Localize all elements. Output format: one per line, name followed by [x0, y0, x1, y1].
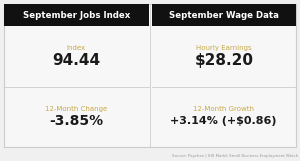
Text: 12-Month Growth: 12-Month Growth [193, 106, 254, 112]
Text: $28.20: $28.20 [194, 53, 253, 68]
FancyBboxPatch shape [4, 4, 148, 26]
Text: +3.14% (+$0.86): +3.14% (+$0.86) [170, 116, 277, 126]
Text: Source: Paychex | IHS Markit Small Business Employment Watch: Source: Paychex | IHS Markit Small Busin… [172, 154, 298, 158]
Text: Index: Index [67, 45, 86, 51]
Text: 12-Month Change: 12-Month Change [45, 106, 107, 112]
Text: Hourly Earnings: Hourly Earnings [196, 45, 252, 51]
Text: -3.85%: -3.85% [49, 114, 103, 128]
Text: 94.44: 94.44 [52, 53, 100, 68]
Text: September Wage Data: September Wage Data [169, 10, 279, 19]
Text: September Jobs Index: September Jobs Index [22, 10, 130, 19]
FancyBboxPatch shape [4, 4, 296, 147]
FancyBboxPatch shape [152, 4, 296, 26]
